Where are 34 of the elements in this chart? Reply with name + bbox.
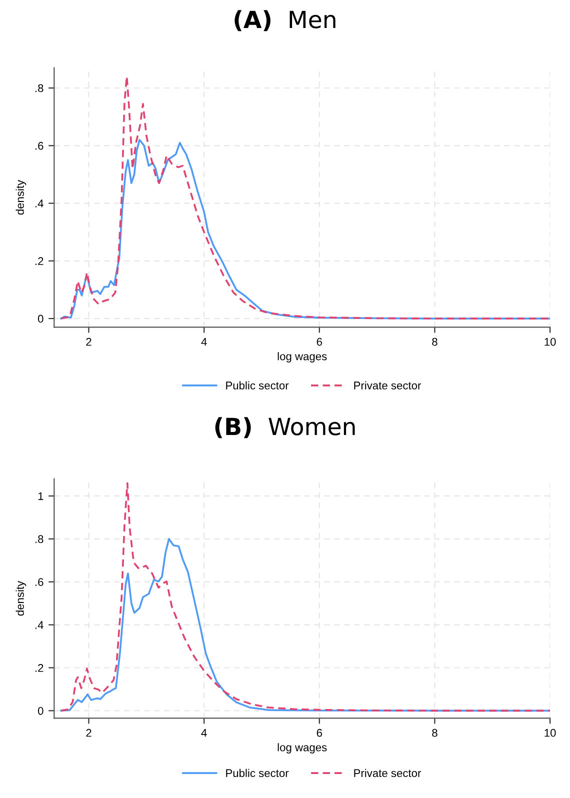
line-series bbox=[60, 76, 550, 320]
x-tick-label: 10 bbox=[544, 338, 556, 346]
y-tick-label: 0 bbox=[38, 706, 44, 715]
x-tick-label: 2 bbox=[86, 338, 92, 346]
y-tick-label: .8 bbox=[35, 535, 44, 544]
x-tick-label: 2 bbox=[86, 728, 92, 737]
y-tick-label: .2 bbox=[35, 257, 44, 265]
y-axis-title: density bbox=[16, 180, 26, 215]
legend-label: Private sector bbox=[354, 381, 422, 390]
line-series bbox=[60, 482, 550, 712]
y-tick-label: 0 bbox=[38, 314, 44, 323]
legend-label: Private sector bbox=[354, 768, 422, 778]
x-tick-label: 8 bbox=[432, 338, 438, 346]
line-series bbox=[60, 538, 550, 712]
chart-title: (A) Men bbox=[234, 10, 336, 32]
x-tick-label: 10 bbox=[544, 728, 556, 737]
y-tick-label: 1 bbox=[38, 492, 44, 500]
chart-title: (B) Women bbox=[215, 417, 355, 438]
legend-label: Public sector bbox=[226, 381, 289, 390]
x-tick-label: 8 bbox=[432, 728, 438, 737]
y-tick-label: .6 bbox=[35, 142, 44, 150]
x-axis-title: log wages bbox=[278, 743, 327, 754]
legend-label: Public sector bbox=[226, 768, 289, 778]
y-tick-label: .4 bbox=[35, 621, 44, 629]
x-tick-label: 4 bbox=[201, 729, 207, 737]
y-tick-label: .6 bbox=[35, 578, 44, 586]
x-axis-title: log wages bbox=[278, 352, 327, 362]
x-tick-label: 4 bbox=[201, 338, 207, 346]
y-tick-label: .2 bbox=[35, 664, 44, 672]
y-tick-label: .4 bbox=[35, 200, 44, 208]
x-tick-label: 6 bbox=[316, 728, 322, 737]
y-axis-title: density bbox=[16, 580, 26, 616]
y-tick-label: .8 bbox=[35, 84, 44, 92]
x-tick-label: 6 bbox=[316, 338, 322, 346]
